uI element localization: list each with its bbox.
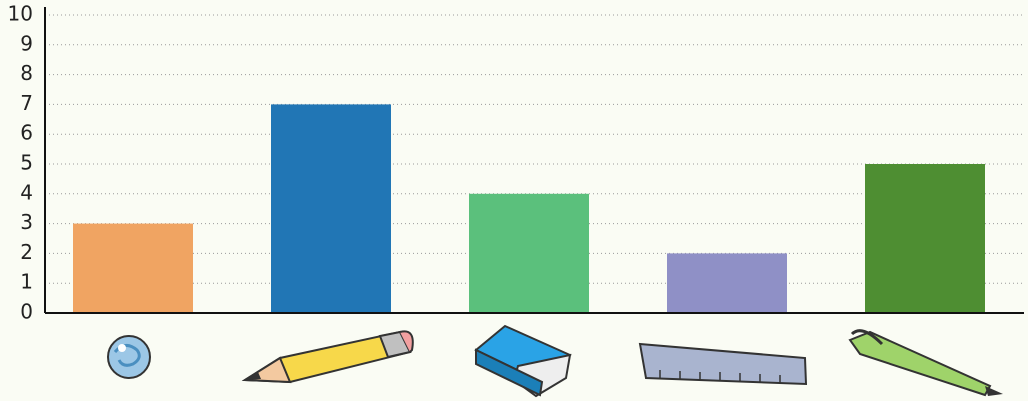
marble-icon: [107, 335, 151, 379]
pen-icon: [848, 329, 1003, 397]
y-tick-label: 1: [20, 270, 33, 294]
y-tick-label: 7: [20, 91, 33, 115]
y-tick-label: 9: [20, 31, 33, 55]
bar: [865, 164, 985, 313]
ruler-icon: [638, 342, 808, 386]
category-icons: [107, 324, 1003, 398]
bar: [73, 223, 193, 313]
bar: [271, 104, 391, 314]
y-tick-label: 5: [20, 151, 33, 175]
bar: [667, 253, 787, 313]
eraser-icon: [474, 324, 572, 398]
y-tick-label: 4: [20, 180, 33, 204]
bar: [469, 193, 589, 313]
y-tick-label: 2: [20, 240, 33, 264]
pencil-icon: [241, 330, 414, 384]
y-tick-label: 8: [20, 61, 33, 85]
y-tick-label: 10: [8, 2, 33, 26]
y-tick-label: 0: [20, 300, 33, 324]
y-tick-label: 3: [20, 210, 33, 234]
y-tick-label: 6: [20, 121, 33, 145]
